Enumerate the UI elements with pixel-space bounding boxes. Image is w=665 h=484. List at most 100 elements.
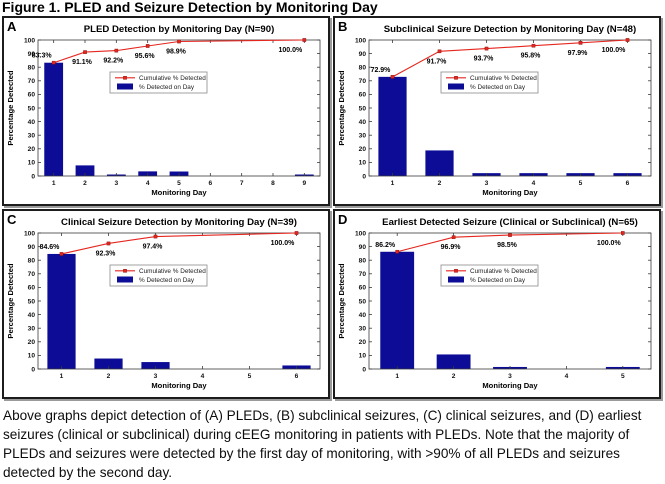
svg-text:95.8%: 95.8%: [521, 53, 542, 60]
figure-title: Figure 1. PLED and Seizure Detection by …: [2, 0, 378, 15]
svg-text:4: 4: [565, 373, 569, 380]
svg-text:3: 3: [485, 180, 489, 187]
svg-text:2: 2: [452, 373, 456, 380]
svg-text:% Detected on Day: % Detected on Day: [470, 84, 526, 91]
svg-text:98.5%: 98.5%: [497, 242, 518, 249]
svg-text:95.6%: 95.6%: [135, 53, 156, 60]
svg-text:4: 4: [532, 180, 536, 187]
svg-text:100.0%: 100.0%: [278, 47, 303, 54]
chart-B-subclinical-seizure-detection: 0 10 20 30 40 50 60 70 80 90 100 1 2 3 4 5 6 72.9% 91.7% 93…: [337, 19, 652, 197]
svg-text:0: 0: [31, 366, 35, 373]
svg-text:1: 1: [391, 180, 395, 187]
svg-text:Monitoring Day: Monitoring Day: [482, 381, 538, 390]
svg-text:90: 90: [28, 51, 36, 58]
svg-text:20: 20: [28, 339, 36, 346]
svg-text:5: 5: [579, 180, 583, 187]
svg-text:4: 4: [146, 180, 150, 187]
svg-text:50: 50: [28, 105, 36, 112]
svg-text:Clinical Seizure Detection by: Clinical Seizure Detection by Monitoring…: [61, 217, 297, 228]
svg-text:Cumulative % Detected: Cumulative % Detected: [470, 75, 537, 82]
svg-text:1: 1: [52, 180, 56, 187]
svg-text:7: 7: [240, 180, 244, 187]
svg-text:60: 60: [28, 92, 36, 99]
svg-text:0: 0: [31, 173, 35, 180]
panel-A: 0 10 20 30 40 50 60 70 80 90 100 1 2 3 4 5 6 7 8 9 83.3% 91.1…: [2, 16, 330, 206]
svg-text:10: 10: [359, 160, 367, 167]
panel-grid: 0 10 20 30 40 50 60 70 80 90 100 1 2 3 4 5 6 7 8 9 83.3% 91.1…: [0, 16, 665, 399]
panel-D: 0 10 20 30 40 50 60 70 80 90 100 1 2 3 4 5 86.2% 96.9% 98.…: [333, 209, 661, 399]
svg-text:60: 60: [28, 285, 36, 292]
svg-text:93.7%: 93.7%: [474, 56, 495, 63]
svg-text:60: 60: [359, 92, 367, 99]
svg-text:40: 40: [28, 119, 36, 126]
svg-text:90: 90: [28, 244, 36, 251]
svg-text:98.9%: 98.9%: [166, 48, 187, 55]
svg-text:Cumulative % Detected: Cumulative % Detected: [139, 268, 206, 275]
svg-text:% Detected on Day: % Detected on Day: [470, 277, 526, 284]
svg-text:80: 80: [28, 65, 36, 72]
svg-text:6: 6: [295, 373, 299, 380]
svg-text:3: 3: [508, 373, 512, 380]
svg-text:10: 10: [359, 353, 367, 360]
svg-text:2: 2: [438, 180, 442, 187]
svg-text:84.6%: 84.6%: [40, 244, 61, 251]
svg-text:83.3%: 83.3%: [32, 53, 53, 60]
svg-text:96.9%: 96.9%: [441, 244, 462, 251]
svg-text:30: 30: [28, 326, 36, 333]
panel-C: 0 10 20 30 40 50 60 70 80 90 100 1 2 3 4 5 6 84.6% 92.3% 97…: [2, 209, 330, 399]
svg-text:100: 100: [24, 37, 35, 44]
svg-text:50: 50: [28, 298, 36, 305]
svg-text:70: 70: [28, 78, 36, 85]
svg-text:100: 100: [24, 230, 35, 237]
svg-text:Percentage Detected: Percentage Detected: [337, 263, 346, 338]
svg-text:3: 3: [154, 373, 158, 380]
svg-text:10: 10: [28, 353, 36, 360]
chart-D-earliest-detected-seizure: 0 10 20 30 40 50 60 70 80 90 100 1 2 3 4 5 86.2% 96.9% 98.…: [337, 212, 652, 390]
svg-text:0: 0: [362, 173, 366, 180]
svg-text:70: 70: [28, 271, 36, 278]
svg-text:100: 100: [355, 230, 366, 237]
svg-text:1: 1: [395, 373, 399, 380]
svg-text:100: 100: [355, 37, 366, 44]
svg-text:Monitoring Day: Monitoring Day: [151, 188, 207, 197]
svg-text:60: 60: [359, 285, 367, 292]
svg-text:30: 30: [359, 326, 367, 333]
svg-text:80: 80: [28, 258, 36, 265]
svg-text:6: 6: [626, 180, 630, 187]
svg-text:Earliest Detected Seizure (Cli: Earliest Detected Seizure (Clinical or S…: [382, 217, 638, 228]
svg-text:90: 90: [359, 51, 367, 58]
svg-text:A: A: [7, 19, 17, 34]
svg-text:6: 6: [208, 180, 212, 187]
svg-text:Subclinical Seizure Detection: Subclinical Seizure Detection by Monitor…: [384, 24, 636, 35]
svg-text:B: B: [338, 19, 347, 34]
svg-text:100.0%: 100.0%: [602, 47, 627, 54]
svg-text:20: 20: [28, 146, 36, 153]
svg-text:PLED Detection by Monitoring D: PLED Detection by Monitoring Day (N=90): [84, 24, 275, 35]
svg-text:40: 40: [28, 312, 36, 319]
svg-text:5: 5: [621, 373, 625, 380]
svg-text:Cumulative % Detected: Cumulative % Detected: [470, 268, 537, 275]
svg-text:72.9%: 72.9%: [371, 67, 392, 74]
svg-text:Percentage Detected: Percentage Detected: [337, 70, 346, 145]
svg-text:2: 2: [83, 180, 87, 187]
svg-text:Percentage Detected: Percentage Detected: [6, 70, 15, 145]
svg-text:97.4%: 97.4%: [143, 244, 164, 251]
svg-text:80: 80: [359, 258, 367, 265]
svg-text:92.2%: 92.2%: [103, 58, 124, 65]
svg-text:20: 20: [359, 339, 367, 346]
chart-A-pled-detection: 0 10 20 30 40 50 60 70 80 90 100 1 2 3 4 5 6 7 8 9 83.3% 91.1…: [6, 19, 321, 197]
svg-text:C: C: [7, 212, 17, 227]
svg-text:5: 5: [177, 180, 181, 187]
svg-text:91.7%: 91.7%: [427, 58, 448, 65]
svg-text:100.0%: 100.0%: [271, 240, 296, 247]
svg-text:Monitoring Day: Monitoring Day: [151, 381, 207, 390]
svg-text:2: 2: [107, 373, 111, 380]
svg-text:80: 80: [359, 65, 367, 72]
svg-text:Percentage Detected: Percentage Detected: [6, 263, 15, 338]
svg-text:50: 50: [359, 105, 367, 112]
figure-caption: Above graphs depict detection of (A) PLE…: [3, 408, 642, 480]
chart-C-clinical-seizure-detection: 0 10 20 30 40 50 60 70 80 90 100 1 2 3 4 5 6 84.6% 92.3% 97…: [6, 212, 321, 390]
panel-B: 0 10 20 30 40 50 60 70 80 90 100 1 2 3 4 5 6 72.9% 91.7% 93…: [333, 16, 661, 206]
svg-text:3: 3: [114, 180, 118, 187]
